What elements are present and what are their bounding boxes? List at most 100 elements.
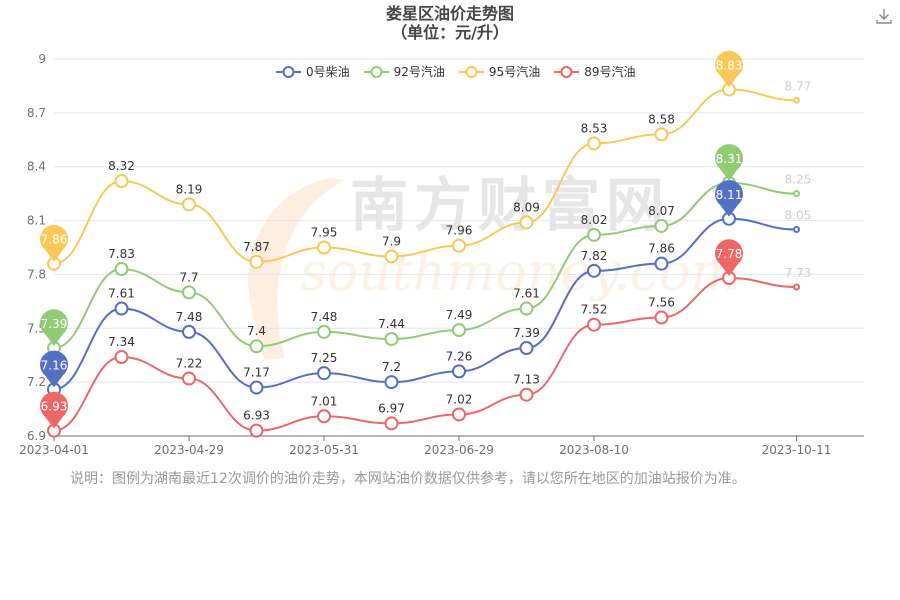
pin-marker <box>40 224 68 262</box>
pin-marker <box>40 309 68 347</box>
data-label: 7.39 <box>513 326 540 340</box>
data-point <box>654 127 669 142</box>
pin-label: 8.31 <box>716 152 743 166</box>
x-axis: 2023-04-01 2023-04-29 2023-05-31 2023-06-29… <box>19 435 864 457</box>
watermark-cn: 南方财富网 <box>350 171 670 239</box>
data-label: 6.93 <box>243 409 270 423</box>
pin-marker <box>40 391 68 429</box>
data-label: 7.02 <box>446 392 473 406</box>
data-point <box>452 238 466 253</box>
data-labels: 7.61 7.48 7.17 7.25 7.2 7.26 7.39 7.82 7.86 8.05 7… <box>108 79 811 422</box>
data-point <box>249 423 264 438</box>
legend-label: 95号汽油 <box>488 65 541 79</box>
legend-label: 0号柴油 <box>306 65 350 79</box>
legend-item[interactable]: 95号汽油 <box>458 63 541 80</box>
data-label: 8.05 <box>785 209 812 223</box>
data-point <box>452 407 466 422</box>
data-point <box>249 339 264 354</box>
x-tick-label: 2023-04-29 <box>154 443 224 457</box>
pin-label: 8.11 <box>716 188 743 202</box>
data-point <box>114 350 129 365</box>
x-tick-label: 2023-04-01 <box>19 443 89 457</box>
data-point <box>654 310 669 325</box>
legend-swatch <box>363 65 389 78</box>
data-label: 7.34 <box>108 335 135 349</box>
data-point <box>452 323 466 338</box>
data-point <box>793 226 800 234</box>
y-tick-label: 8.1 <box>27 214 46 228</box>
data-point <box>452 364 466 379</box>
chart-subtitle: （单位：元/升） <box>391 23 509 42</box>
data-point <box>793 96 800 104</box>
data-point <box>384 332 399 347</box>
data-point <box>317 366 331 381</box>
pin-label: 6.93 <box>41 400 68 414</box>
pin-label: 7.86 <box>41 233 68 247</box>
legend-swatch <box>458 65 484 78</box>
data-point <box>384 375 399 390</box>
data-point <box>249 380 264 395</box>
chart-note: 说明：图例为湖南最近12次调价的油价走势，本网站油价数据仅供参考，请以您所在地区… <box>70 471 746 487</box>
data-label: 7.86 <box>648 242 675 256</box>
data-label: 7.61 <box>108 287 135 301</box>
pin-marker <box>40 350 68 388</box>
legend-swatch <box>554 65 580 78</box>
download-icon[interactable] <box>874 6 894 26</box>
pin-label: 7.39 <box>41 317 68 331</box>
data-label: 7.17 <box>243 366 270 380</box>
data-point <box>519 387 534 402</box>
y-tick-label: 7.8 <box>27 267 46 281</box>
data-label: 7.22 <box>176 357 203 371</box>
legend-item[interactable]: 89号汽油 <box>554 63 635 80</box>
pin-label: 7.78 <box>716 247 743 261</box>
y-tick-label: 9 <box>38 52 46 66</box>
data-point <box>519 341 534 356</box>
data-label: 8.02 <box>581 213 608 227</box>
data-label: 7.25 <box>311 351 338 365</box>
data-point <box>384 416 399 431</box>
y-tick-label: 7.2 <box>27 375 46 389</box>
pin-marker <box>715 239 744 277</box>
pin-label: 7.16 <box>41 358 68 372</box>
data-point <box>654 218 669 233</box>
data-label: 8.58 <box>648 112 675 126</box>
data-point <box>587 263 601 278</box>
legend-swatch <box>276 65 301 78</box>
data-label: 7.01 <box>311 394 338 408</box>
data-label: 7.13 <box>513 373 540 387</box>
watermark-en: southmoney.com <box>300 243 740 303</box>
data-label: 7.96 <box>446 224 473 238</box>
data-point <box>317 240 331 255</box>
y-tick-label: 6.9 <box>27 429 46 443</box>
y-tick-label: 8.4 <box>27 160 46 174</box>
data-label: 8.53 <box>581 121 608 135</box>
legend-item[interactable]: 92号汽油 <box>363 63 445 80</box>
data-point <box>182 285 196 300</box>
data-point <box>793 283 800 291</box>
data-label: 7.95 <box>311 226 338 240</box>
data-label: 7.48 <box>311 310 338 324</box>
data-label: 8.32 <box>108 159 135 173</box>
data-label: 8.07 <box>648 204 675 218</box>
data-label: 7.4 <box>247 324 266 338</box>
legend-item[interactable]: 0号柴油 <box>276 63 350 80</box>
data-label: 8.09 <box>513 200 540 214</box>
data-label: 7.83 <box>108 247 135 261</box>
data-point <box>249 254 264 269</box>
data-point <box>654 256 669 271</box>
data-label: 7.44 <box>378 317 405 331</box>
data-point <box>114 174 129 189</box>
x-tick-label: 2023-08-10 <box>559 443 629 457</box>
data-label: 7.9 <box>382 234 401 248</box>
data-label: 7.7 <box>179 270 198 284</box>
data-point <box>587 317 601 332</box>
data-point <box>114 262 129 277</box>
data-point <box>384 249 399 264</box>
legend-label: 92号汽油 <box>393 65 445 79</box>
data-label: 7.56 <box>648 296 675 310</box>
x-tick-label: 2023-10-11 <box>762 443 832 457</box>
data-label: 7.61 <box>513 287 540 301</box>
data-point <box>519 301 534 316</box>
data-label: 8.19 <box>176 182 203 196</box>
